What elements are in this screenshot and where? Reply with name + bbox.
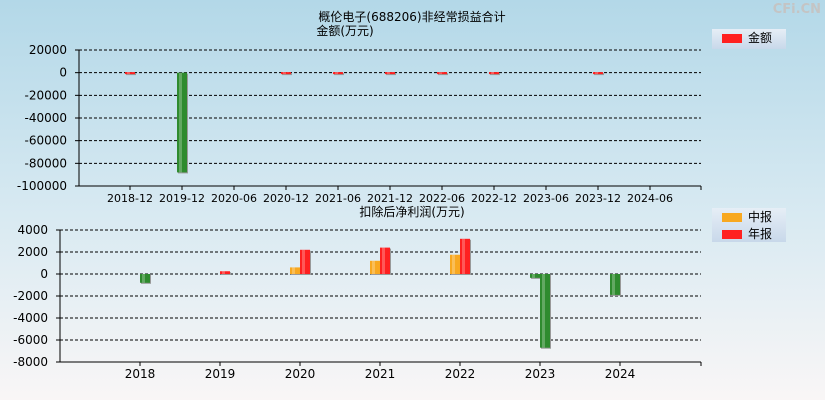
bar-highlight [222, 271, 225, 274]
bar [177, 72, 187, 173]
x-tick-label: 2021-12 [367, 192, 413, 205]
y-tick-label: -8000 [13, 355, 48, 369]
y-tick-label: -4000 [13, 311, 48, 325]
bar [220, 271, 230, 274]
y-tick-label: -80000 [24, 156, 67, 170]
bar [333, 72, 343, 75]
x-tick-label: 2020-06 [211, 192, 257, 205]
y-tick-label: 20000 [29, 43, 67, 57]
bar-highlight [283, 72, 286, 75]
y-tick-label: -20000 [24, 88, 67, 102]
x-tick-label: 2024-06 [627, 192, 673, 205]
x-tick-label: 2022-06 [419, 192, 465, 205]
bar [489, 72, 499, 75]
bar [380, 247, 390, 274]
x-tick-label: 2020 [285, 367, 316, 381]
x-tick-label: 2022-12 [471, 192, 517, 205]
legend-swatch [722, 213, 742, 222]
legend-top: 金额 [712, 29, 786, 49]
x-tick-label: 2023-06 [523, 192, 569, 205]
bar [460, 238, 470, 274]
legend-label: 年报 [748, 227, 773, 241]
legend-swatch [722, 34, 742, 43]
x-tick-label: 2022 [445, 367, 476, 381]
bar [530, 274, 540, 278]
bar-highlight [452, 254, 455, 274]
chart-subtitle: 金额(万元) [316, 23, 373, 38]
x-tick-label: 2024 [605, 367, 636, 381]
bar [140, 274, 150, 283]
bar-highlight [542, 274, 545, 348]
bar [125, 72, 135, 75]
y-tick-label: -60000 [24, 134, 67, 148]
y-tick-label: -100000 [17, 179, 67, 193]
bar [385, 72, 395, 75]
bar [370, 260, 380, 274]
legend-swatch [722, 230, 742, 239]
bar [450, 254, 460, 274]
x-tick-label: 2018-12 [107, 192, 153, 205]
chart-title: 概伦电子(688206)非经常损益合计 [318, 9, 505, 24]
legend-bottom: 中报 年报 [712, 208, 786, 242]
x-tick-label: 2021-06 [315, 192, 361, 205]
bar-highlight [382, 247, 385, 274]
legend-label: 中报 [748, 210, 773, 224]
bar [300, 249, 310, 274]
x-tick-label: 2021 [365, 367, 396, 381]
bar-highlight [387, 72, 390, 75]
bar-highlight [439, 72, 442, 75]
x-tick-label: 2020-12 [263, 192, 309, 205]
bar-highlight [142, 274, 145, 283]
x-tick-label: 2023-12 [575, 192, 621, 205]
bar [610, 274, 620, 295]
x-tick-label: 2019 [205, 367, 236, 381]
bar-highlight [612, 274, 615, 295]
y-tick-label: -6000 [13, 333, 48, 347]
bar [437, 72, 447, 75]
bar-highlight [335, 72, 338, 75]
bar [281, 72, 291, 75]
legend-label: 金额 [748, 31, 773, 45]
y-tick-label: 4000 [17, 223, 48, 237]
y-tick-label: 0 [59, 66, 67, 80]
x-tick-label: 2019-12 [159, 192, 205, 205]
bar [540, 274, 550, 348]
bar-highlight [302, 249, 305, 274]
x-tick-label: 2018 [125, 367, 156, 381]
bar-highlight [179, 72, 182, 173]
y-tick-label: -2000 [13, 289, 48, 303]
bar-highlight [595, 72, 598, 75]
bar-highlight [372, 260, 375, 274]
x-tick-label: 2023 [525, 367, 556, 381]
y-tick-label: 0 [40, 267, 48, 281]
bar-highlight [292, 267, 295, 274]
bar [290, 267, 300, 274]
y-tick-label: -40000 [24, 111, 67, 125]
chart-title: 扣除后净利润(万元) [359, 204, 464, 219]
bar-highlight [462, 238, 465, 274]
bar-highlight [127, 72, 130, 75]
y-tick-label: 2000 [17, 245, 48, 259]
watermark: CFi.CN [772, 2, 821, 17]
bar [593, 72, 603, 75]
bar-highlight [491, 72, 494, 75]
bar-highlight [532, 274, 535, 278]
